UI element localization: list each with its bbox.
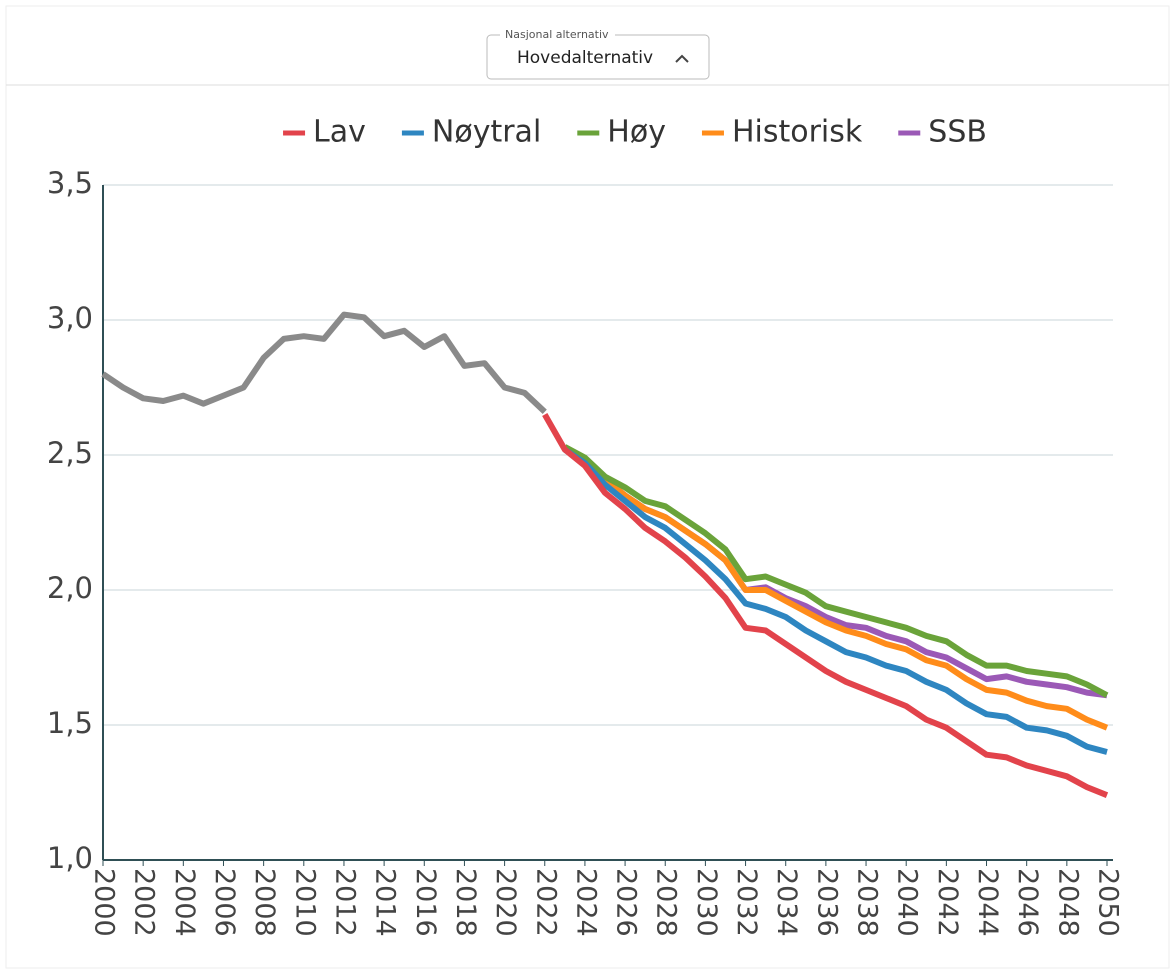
x-tick-label: 2048 <box>1052 868 1083 937</box>
y-tick-label: 1,0 <box>47 841 93 875</box>
x-tick-label: 2038 <box>852 868 883 937</box>
chart: 1,0 1,5 2,0 2,5 3,0 3,5 2000 2002 2004 2006 2008 20… <box>47 115 1124 937</box>
legend: Lav Nøytral Høy Historisk SSB <box>283 115 987 150</box>
legend-item: SSB <box>898 115 987 150</box>
x-tick-label: 2014 <box>370 868 401 937</box>
dropdown[interactable]: Nasjonal alternativ Hovedalternativ <box>486 28 710 80</box>
series-line <box>542 413 1109 798</box>
legend-item: Historisk <box>701 115 863 150</box>
x-tick-label: 2020 <box>490 868 521 937</box>
legend-label: Høy <box>607 115 666 150</box>
legend-item: Høy <box>577 115 666 150</box>
x-tick-label: 2000 <box>89 868 120 937</box>
x-tick-label: 2008 <box>249 868 280 937</box>
series-line <box>563 444 1109 698</box>
y-tick-label: 2,0 <box>47 571 93 605</box>
y-tick-label: 3,0 <box>47 301 93 335</box>
series-line <box>563 446 1109 731</box>
x-tick-label: 2044 <box>972 868 1003 937</box>
x-tick-label: 2036 <box>811 868 842 937</box>
legend-label: Historisk <box>732 115 863 150</box>
x-tick-label: 2040 <box>892 868 923 937</box>
x-tick-label: 2042 <box>932 868 963 937</box>
x-tick-label: 2010 <box>289 868 320 937</box>
x-tick-label: 2050 <box>1093 868 1124 937</box>
dropdown-chevron[interactable] <box>675 54 689 63</box>
panel-border <box>5 5 1170 969</box>
legend-label: Lav <box>313 115 366 150</box>
x-tick-label: 2028 <box>651 868 682 937</box>
series-line <box>563 447 1108 755</box>
x-tick-label: 2018 <box>450 868 481 937</box>
x-tick-label: 2002 <box>129 868 160 937</box>
y-tick-label: 3,5 <box>47 166 93 200</box>
x-tick-label: 2026 <box>611 868 642 937</box>
x-tick-label: 2016 <box>410 868 441 937</box>
dropdown-label-bg <box>500 29 615 41</box>
x-tick-label: 2012 <box>329 868 360 937</box>
legend-label: Nøytral <box>432 115 541 150</box>
x-tick-label: 2024 <box>570 868 601 937</box>
legend-item: Lav <box>283 115 366 150</box>
legend-label: SSB <box>928 115 987 150</box>
x-tick-label: 2032 <box>731 868 762 937</box>
legend-item: Nøytral <box>401 115 541 150</box>
x-tick-label: 2046 <box>1012 868 1043 937</box>
dropdown-label: Nasjonal alternativ <box>505 28 609 41</box>
x-tick-label: 2022 <box>530 868 561 937</box>
y-tick-label: 2,5 <box>47 436 93 470</box>
x-tick-label: 2034 <box>771 868 802 937</box>
x-tick-label: 2006 <box>209 868 240 937</box>
x-tick-label: 2004 <box>169 868 200 937</box>
series-line <box>101 311 547 414</box>
x-tick-label: 2030 <box>691 868 722 937</box>
dropdown-value[interactable]: Hovedalternativ <box>517 48 653 68</box>
y-tick-label: 1,5 <box>47 706 93 740</box>
